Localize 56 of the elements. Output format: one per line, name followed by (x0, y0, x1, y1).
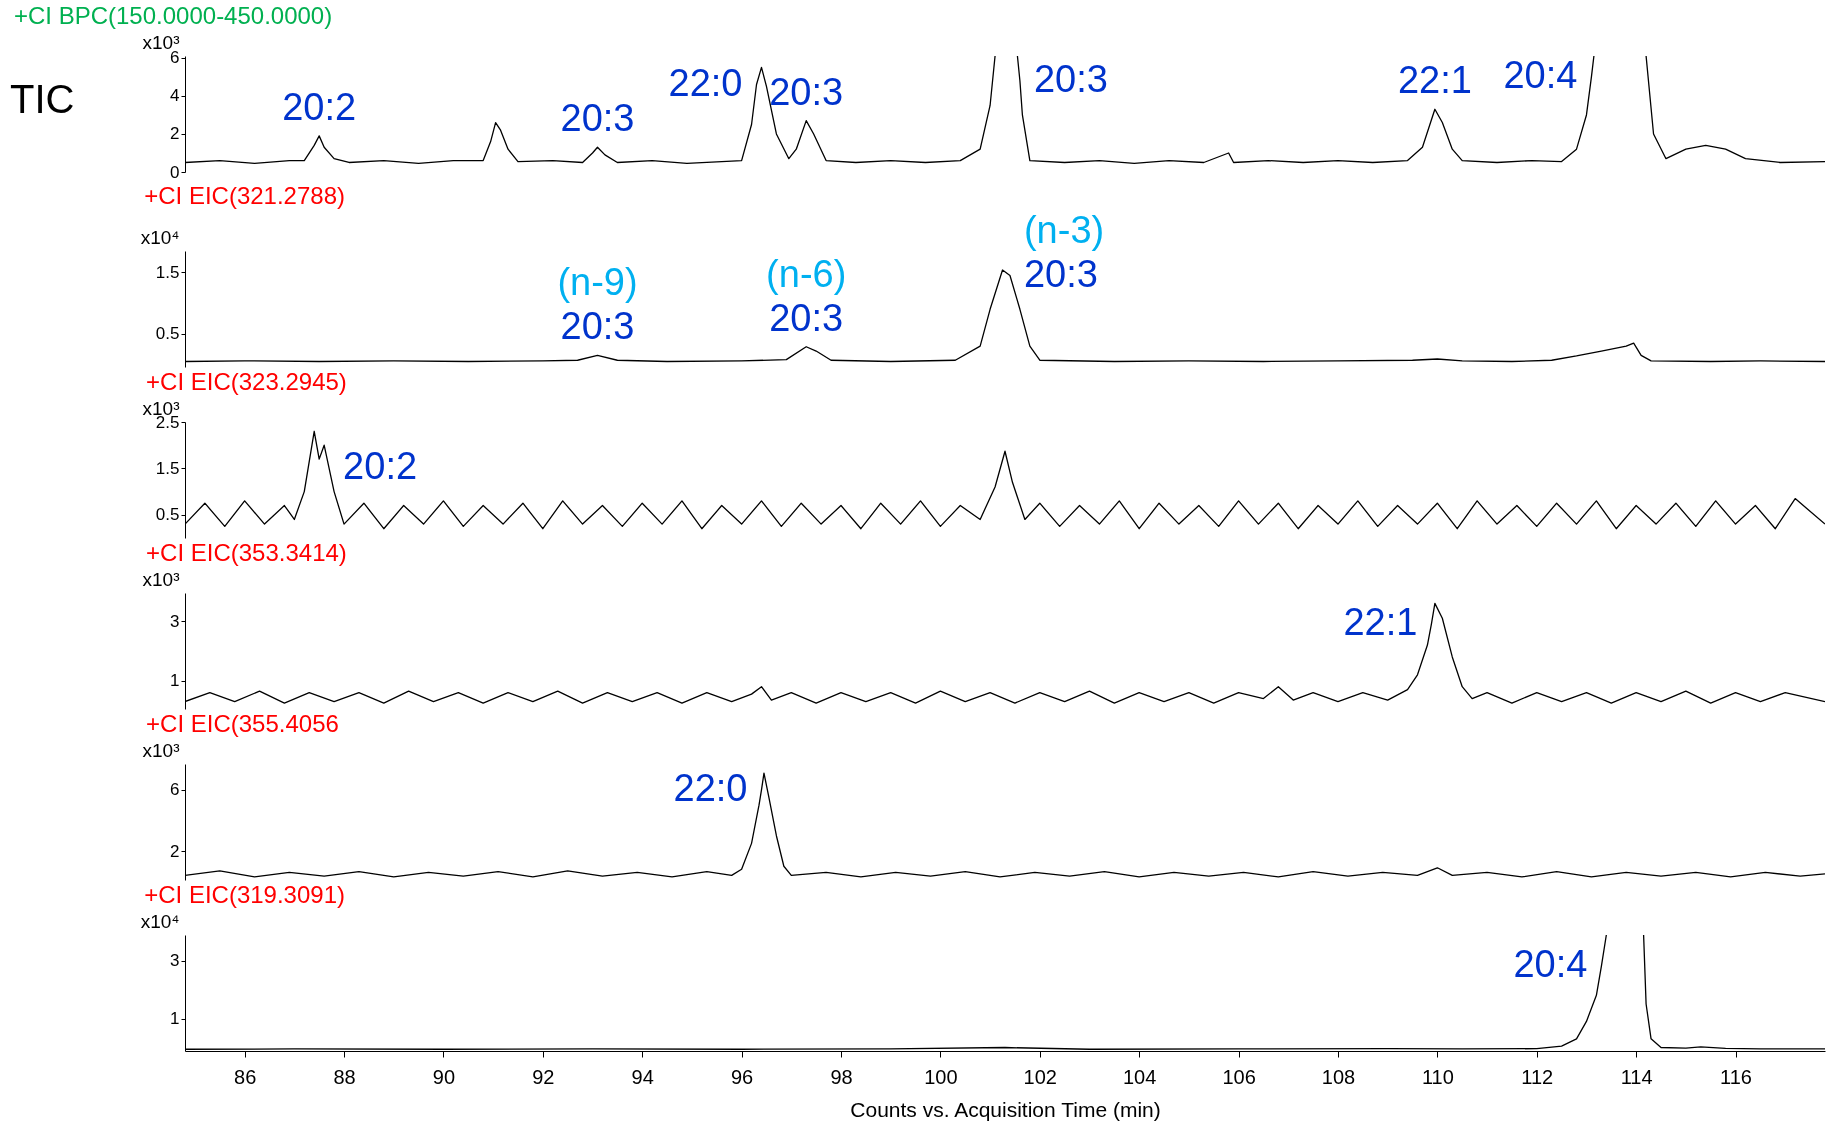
y-tick-label: 2 (170, 841, 180, 861)
y-axis-title: x10³ (142, 568, 180, 590)
annotation: 20:3 (769, 70, 844, 113)
chart-title: +CI EIC(355.4056 (146, 710, 339, 737)
text: TIC (10, 77, 75, 121)
x-tick-label: 110 (1421, 1065, 1454, 1088)
x-tick-label: 114 (1620, 1065, 1653, 1088)
y-tick-label: 3 (170, 611, 180, 631)
x-tick-label: 88 (333, 1065, 356, 1088)
annotation: 22:1 (1343, 601, 1418, 644)
y-tick-label: 0.5 (155, 505, 180, 525)
annotation: 22:0 (668, 61, 743, 104)
annotation: 20:3 (1033, 57, 1108, 100)
annotation: 20:2 (343, 445, 418, 488)
y-tick-label: 6 (170, 48, 180, 68)
x-tick-label: 94 (631, 1065, 654, 1088)
x-tick-label: 100 (924, 1065, 958, 1088)
annotation: 20:3 (560, 97, 635, 140)
chart-title: +CI EIC(319.3091) (144, 881, 345, 908)
x-axis-title: Counts vs. Acquisition Time (min) (850, 1097, 1161, 1121)
y-tick-label: 1.5 (155, 262, 180, 282)
annotation: (n-6) 20:3 (766, 252, 847, 339)
annotation: 22:1 (1397, 59, 1472, 102)
x-tick-label: 108 (1321, 1065, 1356, 1088)
annotation: 22:0 (673, 766, 748, 809)
annotation: 20:2 (282, 85, 357, 128)
y-axis-title: x10⁴ (140, 910, 180, 932)
chart-title: +CI EIC(323.2945) (146, 368, 347, 395)
y-tick-label: 4 (170, 86, 180, 106)
x-tick-label: 96 (730, 1065, 754, 1088)
x-tick-label: 90 (432, 1065, 456, 1088)
y-tick-label: 1 (170, 1009, 180, 1029)
annotation: 20:4 (1503, 53, 1578, 96)
x-tick-label: 102 (1023, 1065, 1057, 1088)
x-tick-label: 92 (532, 1065, 555, 1088)
annotation: (n-9) 20:3 (557, 261, 638, 348)
x-tick-label: 98 (830, 1065, 853, 1088)
x-tick-label: 106 (1222, 1065, 1256, 1088)
y-axis-title: x10³ (142, 739, 180, 761)
y-tick-label: 0.5 (155, 324, 180, 344)
annotation: 20:4 (1513, 943, 1588, 986)
chart-title: +CI EIC(353.3414) (146, 539, 347, 566)
y-tick-label: 6 (170, 780, 180, 800)
x-tick-label: 86 (234, 1065, 257, 1088)
chart-title: +CI BPC(150.0000-450.0000) (14, 2, 333, 29)
y-tick-label: 1.5 (155, 458, 180, 478)
x-tick-label: 104 (1122, 1065, 1157, 1088)
y-tick-label: 0 (170, 162, 180, 182)
annotation: (n-3) 20:3 (1023, 208, 1105, 295)
y-tick-label: 3 (170, 951, 180, 971)
chart-title: +CI EIC(321.2788) (144, 181, 345, 209)
x-tick-label: 116 (1720, 1065, 1752, 1088)
y-tick-label: 1 (170, 671, 180, 691)
y-axis-title: x10⁴ (140, 226, 180, 248)
x-tick-label: 112 (1521, 1065, 1554, 1088)
y-tick-label: 2 (170, 124, 180, 144)
